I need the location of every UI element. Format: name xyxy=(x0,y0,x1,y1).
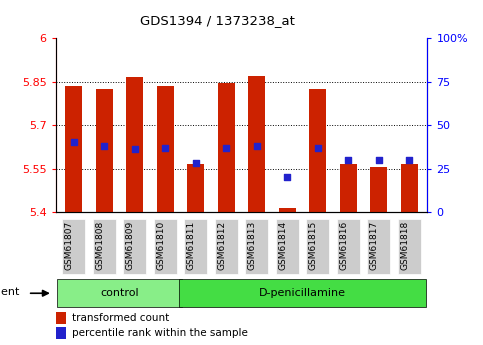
FancyBboxPatch shape xyxy=(276,219,298,275)
FancyBboxPatch shape xyxy=(245,219,268,275)
FancyBboxPatch shape xyxy=(337,219,360,275)
Text: GSM61809: GSM61809 xyxy=(126,220,135,269)
FancyBboxPatch shape xyxy=(179,279,426,307)
Bar xyxy=(401,164,417,212)
Text: GSM61818: GSM61818 xyxy=(400,220,409,269)
Bar xyxy=(309,89,326,212)
FancyBboxPatch shape xyxy=(185,219,207,275)
FancyBboxPatch shape xyxy=(215,219,238,275)
Point xyxy=(70,140,78,145)
Bar xyxy=(127,77,143,212)
Text: GSM61816: GSM61816 xyxy=(339,220,348,269)
Bar xyxy=(248,76,265,212)
Text: GSM61808: GSM61808 xyxy=(95,220,104,269)
Point xyxy=(161,145,169,150)
Point xyxy=(222,145,230,150)
Point xyxy=(344,157,352,162)
FancyBboxPatch shape xyxy=(306,219,329,275)
Bar xyxy=(370,167,387,212)
Text: GSM61817: GSM61817 xyxy=(369,220,379,269)
Bar xyxy=(66,86,82,212)
Text: GSM61807: GSM61807 xyxy=(65,220,74,269)
Point xyxy=(405,157,413,162)
FancyBboxPatch shape xyxy=(62,219,85,275)
Text: GSM61815: GSM61815 xyxy=(309,220,318,269)
Bar xyxy=(218,83,235,212)
Text: D-penicillamine: D-penicillamine xyxy=(259,288,346,298)
FancyBboxPatch shape xyxy=(154,219,177,275)
Bar xyxy=(157,86,174,212)
Bar xyxy=(56,327,66,339)
Bar xyxy=(340,164,356,212)
Text: GSM61810: GSM61810 xyxy=(156,220,165,269)
Bar xyxy=(279,208,296,212)
Text: GSM61813: GSM61813 xyxy=(248,220,257,269)
Bar xyxy=(187,164,204,212)
Text: percentile rank within the sample: percentile rank within the sample xyxy=(72,328,248,338)
Point xyxy=(192,161,199,166)
Point xyxy=(253,143,261,149)
Text: agent: agent xyxy=(0,287,19,297)
Text: GSM61811: GSM61811 xyxy=(187,220,196,269)
Point xyxy=(314,145,322,150)
Text: transformed count: transformed count xyxy=(72,313,170,323)
Point xyxy=(375,157,383,162)
Text: GSM61814: GSM61814 xyxy=(278,220,287,269)
FancyBboxPatch shape xyxy=(367,219,390,275)
Point xyxy=(100,143,108,149)
FancyBboxPatch shape xyxy=(123,219,146,275)
FancyBboxPatch shape xyxy=(57,279,182,307)
Point xyxy=(284,175,291,180)
FancyBboxPatch shape xyxy=(93,219,116,275)
Bar xyxy=(56,312,66,324)
Text: GSM61812: GSM61812 xyxy=(217,220,226,269)
Text: control: control xyxy=(100,288,139,298)
Bar xyxy=(96,89,113,212)
Text: GDS1394 / 1373238_at: GDS1394 / 1373238_at xyxy=(140,14,295,27)
Point xyxy=(131,147,139,152)
FancyBboxPatch shape xyxy=(398,219,421,275)
